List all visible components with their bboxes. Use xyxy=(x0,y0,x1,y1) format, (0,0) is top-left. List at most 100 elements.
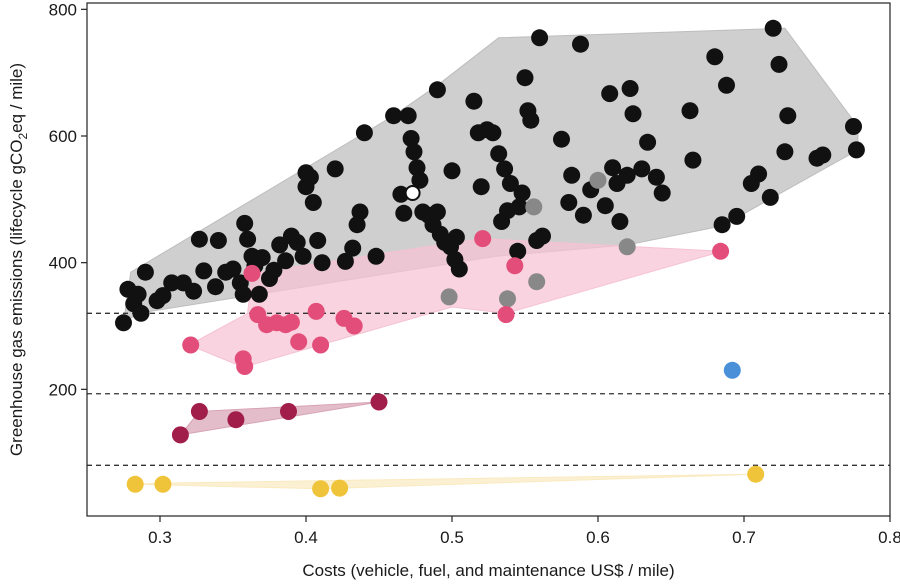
data-point-0-69 xyxy=(484,124,502,142)
data-point-1-3 xyxy=(525,198,543,216)
data-point-0-26 xyxy=(265,261,283,279)
y-axis: 200 400 600 800 xyxy=(49,0,87,399)
data-point-0-95 xyxy=(618,166,636,184)
data-point-0-82 xyxy=(534,227,551,245)
data-point-0-106 xyxy=(718,76,735,94)
data-point-0-75 xyxy=(509,242,527,260)
data-point-0-37 xyxy=(313,254,331,272)
data-point-0-97 xyxy=(624,105,642,123)
data-point-0-42 xyxy=(351,203,369,221)
data-point-0-87 xyxy=(572,35,589,53)
data-point-5-1 xyxy=(154,475,172,493)
data-point-0-3 xyxy=(129,285,147,303)
x-tick-label-4: 0.7 xyxy=(732,528,756,547)
data-point-0-94 xyxy=(611,213,629,230)
data-point-0-64 xyxy=(447,228,465,246)
data-point-2-9 xyxy=(290,333,308,351)
x-axis: 0.3 0.4 0.5 0.6 0.7 0.8 xyxy=(148,516,900,547)
data-point-2-10 xyxy=(307,302,325,320)
data-point-0-104 xyxy=(706,48,724,66)
data-point-0-34 xyxy=(301,168,319,186)
data-point-0-105 xyxy=(713,216,731,234)
data-point-2-3 xyxy=(243,264,261,282)
data-point-0-48 xyxy=(405,143,423,161)
point-layer xyxy=(115,19,865,498)
data-point-0-110 xyxy=(761,188,779,206)
x-axis-title: Costs (vehicle, fuel, and maintenance US… xyxy=(302,561,674,580)
data-point-0-4 xyxy=(132,304,150,322)
data-point-0-23 xyxy=(250,285,268,303)
data-point-0-85 xyxy=(560,194,578,211)
data-point-0-44 xyxy=(367,247,385,265)
data-point-0-91 xyxy=(601,85,619,103)
data-point-0-76 xyxy=(510,198,528,216)
data-point-1-4 xyxy=(589,171,607,189)
plot-frame xyxy=(86,2,891,517)
data-point-0-101 xyxy=(653,184,671,202)
data-point-0-56 xyxy=(428,203,446,221)
data-point-0-61 xyxy=(450,260,468,278)
data-point-0-67 xyxy=(472,178,490,196)
data-point-0-109 xyxy=(750,165,768,183)
data-point-3-3 xyxy=(280,403,297,420)
data-point-0-96 xyxy=(621,80,639,97)
data-point-0-52 xyxy=(395,204,413,222)
y-tick-label-1: 400 xyxy=(49,254,77,273)
data-point-0-30 xyxy=(288,233,306,251)
data-point-0-45 xyxy=(385,107,403,125)
reference-line-layer xyxy=(87,312,890,466)
data-point-0-14 xyxy=(209,232,227,249)
data-point-0-78 xyxy=(516,69,534,87)
data-point-0-0 xyxy=(115,314,132,332)
data-point-0-31 xyxy=(294,247,312,265)
data-point-0-36 xyxy=(309,232,327,249)
y-tick-label-0: 200 xyxy=(49,380,77,399)
y-axis-title-end: eq / mile) xyxy=(7,63,26,133)
data-point-1-1 xyxy=(499,290,516,308)
data-point-0-118 xyxy=(847,141,865,159)
data-point-0-114 xyxy=(779,107,797,125)
data-point-0-65 xyxy=(465,92,483,110)
y-axis-title: Greenhouse gas emissions (lifecycle gCO2… xyxy=(7,63,30,456)
data-point-3-1 xyxy=(190,403,208,420)
x-tick-label-2: 0.5 xyxy=(440,528,464,547)
data-point-2-13 xyxy=(345,317,363,335)
data-point-0-80 xyxy=(522,111,540,129)
data-point-0-46 xyxy=(399,107,417,125)
data-point-0-99 xyxy=(639,133,657,151)
data-point-0-12 xyxy=(195,262,213,280)
data-point-0-83 xyxy=(531,29,549,47)
data-point-0-117 xyxy=(845,118,862,135)
hull-area-5 xyxy=(135,473,756,490)
data-point-0-16 xyxy=(224,260,242,278)
data-point-0-72 xyxy=(496,160,514,178)
data-point-5-2 xyxy=(312,480,330,498)
data-point-0-98 xyxy=(633,160,651,178)
y-tick-label-2: 600 xyxy=(49,127,77,146)
data-point-0-40 xyxy=(344,239,362,257)
data-point-0-116 xyxy=(814,146,832,164)
data-point-0-103 xyxy=(684,151,702,169)
data-point-2-17 xyxy=(712,242,730,260)
data-point-0-77 xyxy=(513,184,531,202)
data-point-1-2 xyxy=(528,273,546,291)
data-point-0-28 xyxy=(277,252,295,270)
data-point-5-3 xyxy=(331,479,349,497)
data-point-0-111 xyxy=(764,19,782,37)
data-point-2-16 xyxy=(506,257,524,275)
open-data-point-0-0 xyxy=(404,185,421,201)
y-axis-title-main: Greenhouse gas emissions (lifecycle gCO xyxy=(7,140,26,457)
x-tick-label-3: 0.6 xyxy=(586,528,610,547)
data-point-0-113 xyxy=(776,143,794,161)
data-point-0-13 xyxy=(207,278,224,296)
data-point-0-43 xyxy=(355,124,373,142)
data-point-0-102 xyxy=(681,102,699,120)
x-tick-label-1: 0.4 xyxy=(294,528,318,547)
data-point-3-4 xyxy=(370,393,388,411)
data-point-3-0 xyxy=(171,426,189,444)
data-point-2-2 xyxy=(236,358,254,375)
data-point-0-24 xyxy=(253,249,271,267)
data-point-0-84 xyxy=(553,130,570,148)
